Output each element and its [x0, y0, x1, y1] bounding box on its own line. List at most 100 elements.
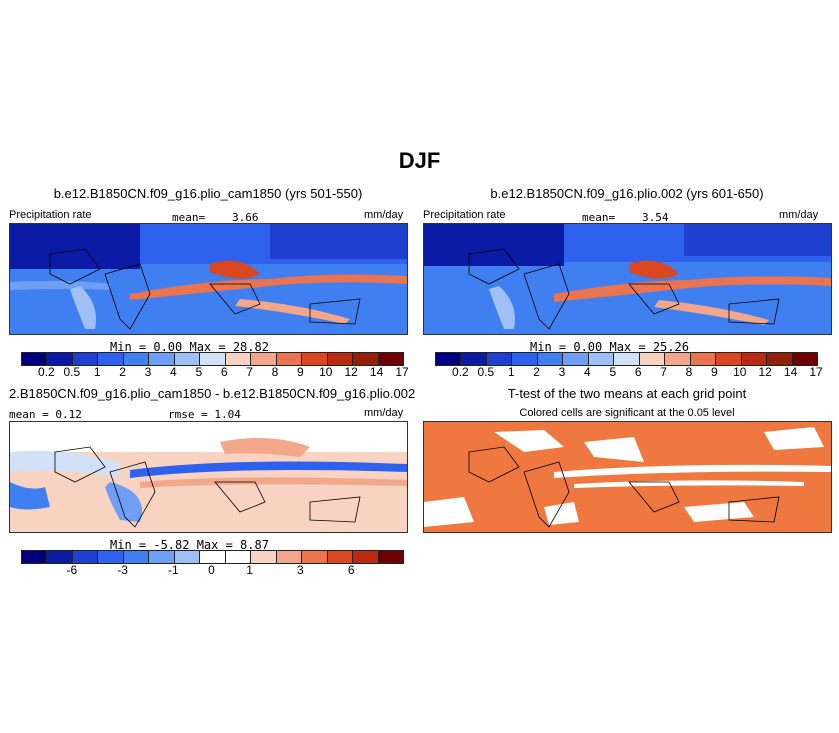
colorbar-swatch [741, 353, 768, 365]
panel2-mean-label: mean= [582, 211, 616, 224]
colorbar-swatch [72, 353, 99, 365]
colorbar-tick-label: 3 [297, 563, 304, 577]
panel1-mean-value: 3.66 [232, 211, 259, 224]
panel3-minmax: Min = -5.82 Max = 8.87 [110, 538, 269, 552]
panel3-colorbar [21, 550, 404, 564]
colorbar-tick-label: 5 [195, 365, 203, 379]
colorbar-tick-label: 2 [533, 365, 540, 379]
colorbar-swatch [72, 551, 99, 563]
colorbar-tick-label: 4 [170, 365, 177, 379]
panel1-units: mm/day [364, 209, 404, 221]
colorbar-swatch [537, 353, 564, 365]
figure-title: DJF [398, 148, 441, 173]
colorbar-swatch [276, 551, 303, 563]
colorbar-swatch [302, 551, 328, 563]
colorbar-swatch [378, 551, 404, 563]
colorbar-tick-label: 8 [271, 365, 279, 379]
colorbar-tick-label: -6 [66, 563, 78, 577]
colorbar-swatch [251, 551, 277, 563]
colorbar-swatch [614, 353, 640, 365]
colorbar-swatch [327, 353, 354, 365]
colorbar-swatch [47, 551, 73, 563]
colorbar-swatch [149, 551, 175, 563]
colorbar-swatch [200, 551, 226, 563]
colorbar-swatch [436, 353, 462, 365]
colorbar-swatch [149, 353, 175, 365]
panel2-precip-map [423, 223, 832, 335]
colorbar-tick-label: 14 [369, 365, 384, 379]
colorbar-tick-label: 12 [344, 365, 358, 379]
colorbar-swatch [251, 353, 277, 365]
colorbar-tick-label: 0.2 [452, 365, 469, 379]
colorbar-swatch [98, 551, 124, 563]
panel3-title: 2.B1850CN.f09_g16.plio_cam1850 - b.e12.B… [9, 386, 416, 401]
colorbar-swatch [588, 353, 615, 365]
colorbar-tick-label: 8 [685, 365, 693, 379]
panel1-variable: Precipitation rate [9, 209, 92, 221]
colorbar-swatch [353, 353, 379, 365]
colorbar-swatch [22, 551, 48, 563]
panel3-colorbar-ticks: -6 -3 -1 0 1 3 6 [21, 563, 402, 577]
colorbar-swatch [123, 353, 150, 365]
panel1-precip-map [9, 223, 408, 335]
colorbar-swatch [716, 353, 742, 365]
colorbar-tick-label: 3 [144, 365, 152, 379]
panel1-colorbar-ticks: 0.2 0.5 1 2 3 4 5 6 7 8 9 10 12 14 17 [21, 365, 409, 379]
colorbar-tick-label: 9 [297, 365, 304, 379]
panel4-ttest-map [423, 421, 832, 533]
colorbar-tick-label: 0 [208, 563, 215, 577]
colorbar-tick-label: 1 [93, 365, 101, 379]
colorbar-swatch [665, 353, 691, 365]
colorbar-swatch [378, 353, 404, 365]
colorbar-swatch [767, 353, 793, 365]
colorbar-swatch [174, 551, 201, 563]
colorbar-tick-label: 1 [507, 365, 515, 379]
colorbar-tick-label: 7 [246, 365, 253, 379]
colorbar-tick-label: 7 [660, 365, 667, 379]
colorbar-swatch [792, 353, 818, 365]
panel4-title: T-test of the two means at each grid poi… [507, 386, 747, 401]
colorbar-swatch [302, 353, 328, 365]
colorbar-tick-label: 0.2 [38, 365, 55, 379]
panel2-mean-value: 3.54 [642, 211, 669, 224]
colorbar-swatch [98, 353, 124, 365]
colorbar-tick-label: 4 [584, 365, 591, 379]
colorbar-tick-label: 10 [319, 365, 333, 379]
colorbar-swatch [353, 551, 379, 563]
panel2-variable: Precipitation rate [423, 209, 506, 221]
colorbar-swatch [512, 353, 538, 365]
colorbar-swatch [690, 353, 717, 365]
colorbar-tick-label: 6 [220, 365, 228, 379]
colorbar-tick-label: 3 [558, 365, 566, 379]
panel1-colorbar [21, 352, 404, 366]
colorbar-swatch [461, 353, 487, 365]
colorbar-tick-label: 6 [347, 563, 355, 577]
colorbar-tick-label: 14 [783, 365, 798, 379]
colorbar-swatch [174, 353, 201, 365]
colorbar-tick-label: 0.5 [477, 365, 495, 379]
panel1-title: b.e12.B1850CN.f09_g16.plio_cam1850 (yrs … [53, 186, 363, 201]
panel1-minmax: Min = 0.00 Max = 28.82 [110, 340, 269, 354]
colorbar-swatch [22, 353, 48, 365]
colorbar-tick-label: 10 [733, 365, 747, 379]
panel4-subtitle: Colored cells are significant at the 0.0… [519, 407, 735, 419]
colorbar-swatch [486, 353, 513, 365]
colorbar-swatch [225, 551, 252, 563]
colorbar-tick-label: -1 [168, 563, 179, 577]
colorbar-tick-label: 0.5 [63, 365, 81, 379]
colorbar-tick-label: 5 [609, 365, 617, 379]
colorbar-tick-label: 9 [711, 365, 718, 379]
panel2-title: b.e12.B1850CN.f09_g16.plio.002 (yrs 601-… [490, 186, 764, 201]
colorbar-swatch [639, 353, 666, 365]
colorbar-swatch [276, 353, 303, 365]
panel3-difference-map [9, 421, 408, 533]
panel2-colorbar [435, 352, 818, 366]
panel2-minmax: Min = 0.00 Max = 25.26 [530, 340, 689, 354]
colorbar-swatch [200, 353, 226, 365]
panel2-units: mm/day [779, 209, 819, 221]
colorbar-swatch [563, 353, 589, 365]
colorbar-tick-label: 6 [634, 365, 642, 379]
colorbar-tick-label: 12 [758, 365, 772, 379]
panel2-colorbar-ticks: 0.2 0.5 1 2 3 4 5 6 7 8 9 10 12 14 17 [435, 365, 823, 379]
panel1-mean-label: mean= [172, 211, 206, 224]
